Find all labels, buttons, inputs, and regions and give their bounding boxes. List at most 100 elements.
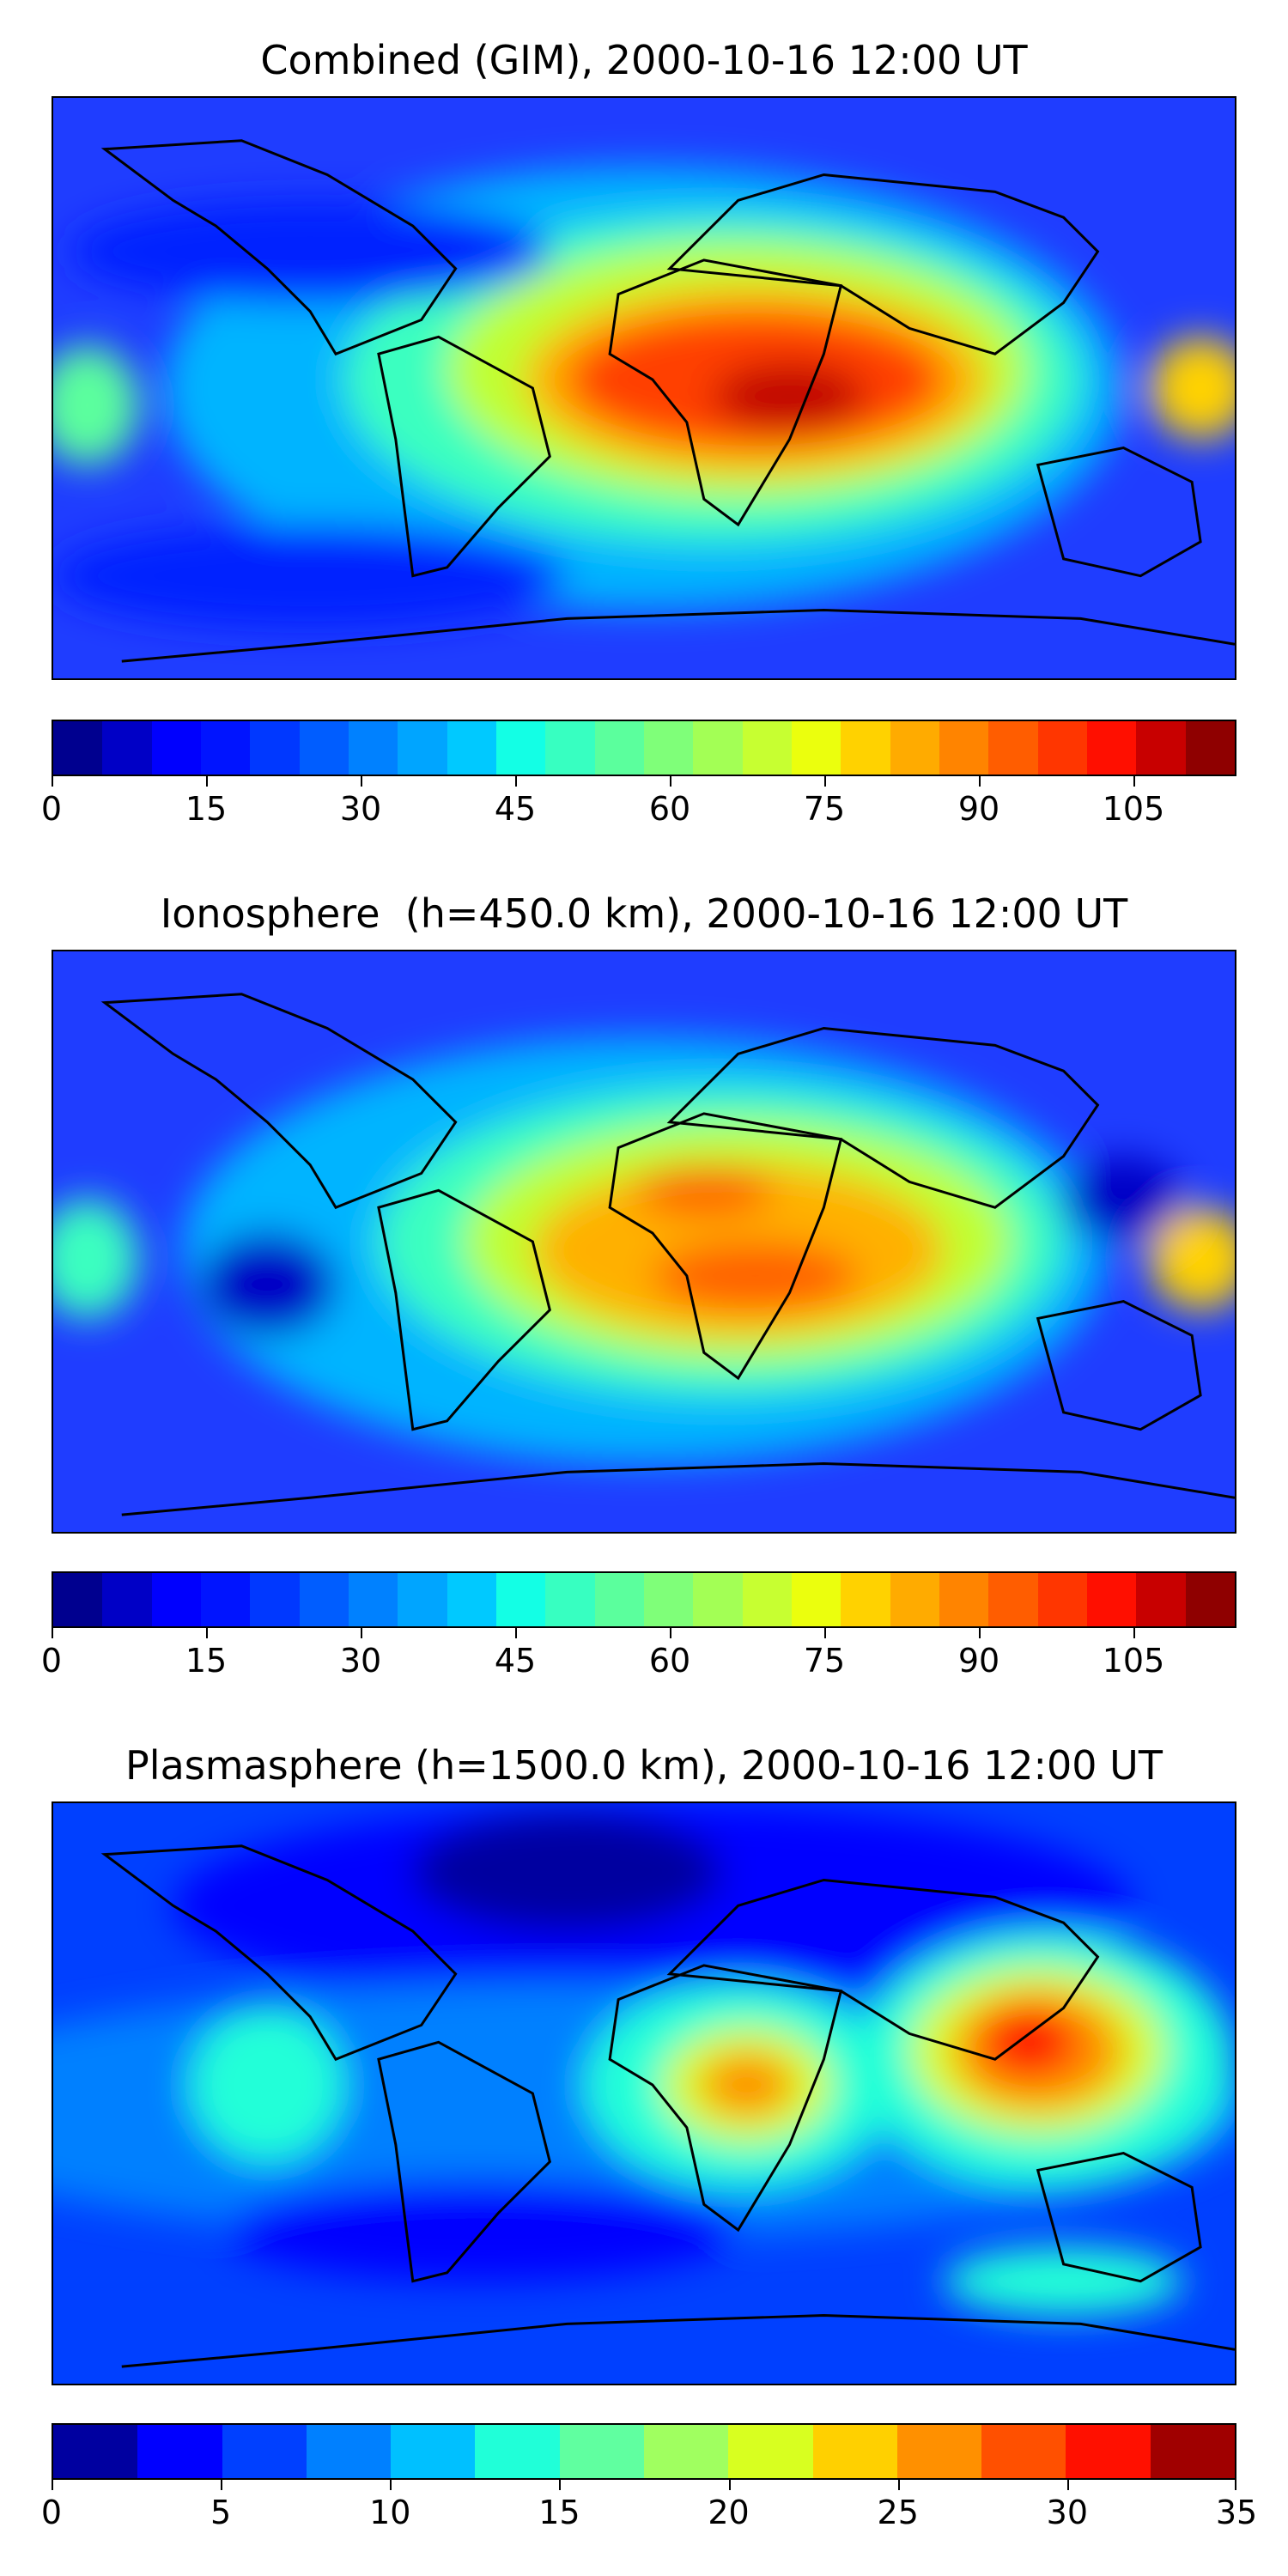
colorbar-swatch: [742, 1573, 792, 1626]
colorbar-swatch: [391, 2425, 476, 2478]
combined-map-title: Combined (GIM), 2000-10-16 12:00 UT: [260, 37, 1028, 83]
colorbar-tick-label: 105: [1102, 1642, 1165, 1680]
colorbar-swatch: [981, 2425, 1066, 2478]
colorbar-swatch: [841, 721, 890, 775]
colorbar-tick-label: 30: [1046, 2494, 1089, 2531]
colorbar-swatch: [890, 1573, 939, 1626]
colorbar-swatch: [594, 721, 644, 775]
colorbar-swatch: [398, 721, 447, 775]
colorbar-tick-mark: [390, 2480, 392, 2490]
ionosphere-map-field: [53, 951, 1235, 1532]
colorbar-tick-label: 25: [877, 2494, 919, 2531]
colorbar-swatch: [890, 721, 939, 775]
colorbar-swatch: [1066, 2425, 1151, 2478]
colorbar-tick-label: 75: [803, 790, 846, 828]
colorbar-swatch: [545, 721, 595, 775]
ionosphere-colorbar-ticks: 0 15 30 45 60 75 90 105: [41, 1628, 1236, 1680]
colorbar-swatch: [1150, 2425, 1235, 2478]
colorbar-tick-label: 90: [957, 1642, 1000, 1680]
colorbar-swatch: [137, 2425, 222, 2478]
colorbar-swatch: [306, 2425, 392, 2478]
colorbar-swatch: [896, 2425, 982, 2478]
colorbar-tick-mark: [670, 776, 671, 787]
colorbar-tick-mark: [515, 776, 517, 787]
colorbar-tick-mark: [979, 776, 981, 787]
colorbar-tick-label: 15: [185, 1642, 228, 1680]
colorbar-tick-label: 75: [803, 1642, 846, 1680]
colorbar-swatch: [791, 1573, 841, 1626]
colorbar-swatch: [102, 1573, 152, 1626]
colorbar-tick-mark: [824, 776, 826, 787]
colorbar-swatch: [53, 721, 103, 775]
colorbar-swatch: [988, 721, 1038, 775]
colorbar-swatch: [939, 1573, 989, 1626]
plasmasphere-colorbar: [52, 2423, 1236, 2480]
ionosphere-colorbar: [52, 1571, 1236, 1628]
colorbar-swatch: [1136, 1573, 1186, 1626]
colorbar-swatch: [250, 1573, 300, 1626]
colorbar-swatch: [495, 721, 546, 775]
colorbar-swatch: [1086, 1573, 1137, 1626]
colorbar-swatch: [559, 2425, 644, 2478]
colorbar-tick-mark: [52, 776, 53, 787]
colorbar-swatch: [53, 1573, 103, 1626]
colorbar-swatch: [475, 2425, 560, 2478]
colorbar-swatch: [1185, 1573, 1235, 1626]
colorbar-tick-label: 30: [339, 790, 382, 828]
colorbar-swatch: [812, 2425, 897, 2478]
colorbar-tick-label: 0: [40, 790, 63, 828]
colorbar-tick-mark: [206, 1628, 208, 1638]
colorbar-tick-label: 90: [957, 790, 1000, 828]
colorbar-swatch: [447, 1573, 496, 1626]
colorbar-tick-mark: [670, 1628, 671, 1638]
colorbar-swatch: [988, 1573, 1038, 1626]
colorbar-tick-label: 15: [185, 790, 228, 828]
colorbar-tick-label: 30: [339, 1642, 382, 1680]
colorbar-swatch: [841, 1573, 890, 1626]
colorbar-tick-mark: [1066, 2480, 1069, 2490]
colorbar-tick-label: 5: [210, 2494, 232, 2531]
colorbar-swatch: [643, 1573, 694, 1626]
colorbar-swatch: [1037, 721, 1087, 775]
colorbar-swatch: [250, 721, 300, 775]
colorbar-swatch: [594, 1573, 644, 1626]
colorbar-tick-mark: [515, 1628, 517, 1638]
colorbar-swatch: [1185, 721, 1235, 775]
coastlines: [100, 139, 1235, 663]
colorbar-swatch: [728, 2425, 813, 2478]
colorbar-tick-label: 20: [708, 2494, 750, 2531]
colorbar-tick-mark: [1235, 2480, 1236, 2490]
colorbar-tick-mark: [221, 2480, 223, 2490]
colorbar-swatch: [398, 1573, 447, 1626]
colorbar-swatch: [545, 1573, 595, 1626]
combined-colorbar: [52, 720, 1236, 776]
colorbar-swatch: [693, 1573, 743, 1626]
colorbar-swatch: [939, 721, 989, 775]
colorbar-swatch: [151, 721, 201, 775]
ionosphere-tec-map: [52, 950, 1236, 1534]
colorbar-swatch: [299, 1573, 349, 1626]
colorbar-tick-label: 105: [1102, 790, 1165, 828]
colorbar-tick-mark: [1133, 1628, 1135, 1638]
colorbar-tick-label: 45: [494, 1642, 537, 1680]
colorbar-swatch: [791, 721, 841, 775]
colorbar-tick-mark: [979, 1628, 981, 1638]
colorbar-tick-mark: [361, 1628, 362, 1638]
colorbar-swatch: [1086, 721, 1137, 775]
colorbar-swatch: [200, 1573, 251, 1626]
plasmasphere-map-title: Plasmasphere (h=1500.0 km), 2000-10-16 1…: [125, 1742, 1163, 1789]
colorbar-tick-mark: [361, 776, 362, 787]
colorbar-swatch: [1136, 721, 1186, 775]
colorbar-tick-label: 35: [1215, 2494, 1258, 2531]
colorbar-tick-mark: [897, 2480, 900, 2490]
combined-colorbar-ticks: 0 15 30 45 60 75 90 105: [41, 776, 1236, 828]
plasmasphere-map-field: [53, 1803, 1235, 2384]
colorbar-tick-mark: [52, 1628, 53, 1638]
combined-tec-map: [52, 96, 1236, 680]
colorbar-tick-mark: [728, 2480, 731, 2490]
colorbar-swatch: [151, 1573, 201, 1626]
colorbar-swatch: [348, 1573, 398, 1626]
plasmasphere-tec-map: [52, 1801, 1236, 2385]
colorbar-tick-mark: [206, 776, 208, 787]
colorbar-swatch: [693, 721, 743, 775]
